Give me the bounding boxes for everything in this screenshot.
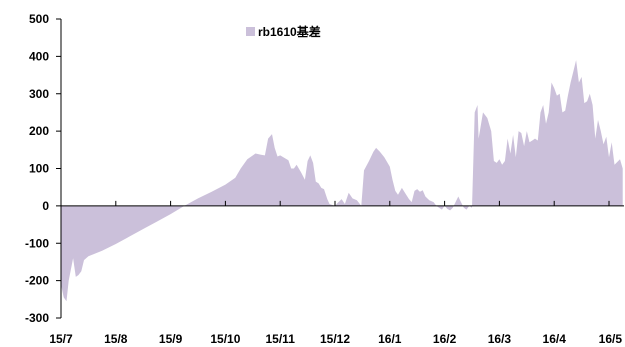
x-tick-label: 16/4: [543, 332, 567, 346]
y-tick-label: 0: [42, 199, 49, 213]
legend: rb1610基差: [246, 24, 321, 39]
x-tick-label: 15/12: [320, 332, 350, 346]
y-tick-label: 500: [29, 12, 49, 26]
legend-label: rb1610基差: [258, 24, 321, 39]
x-axis-ticks: 15/7 15/8 15/9 15/10 15/11 15/12 16/1 16/2 16/3 1…: [49, 200, 623, 346]
y-axis-ticks: -300 -200 -100 0 100 200 300 400 500: [25, 12, 61, 325]
x-tick-label: 16/1: [378, 332, 402, 346]
y-tick-label: 100: [29, 162, 49, 176]
y-tick-label: -200: [25, 274, 49, 288]
y-tick-label: 400: [29, 49, 49, 63]
y-tick-label: 300: [29, 87, 49, 101]
x-tick-label: 15/7: [49, 332, 73, 346]
x-tick-label: 15/9: [159, 332, 183, 346]
y-tick-label: 200: [29, 124, 49, 138]
series-area-layer: [61, 60, 623, 302]
legend-swatch: [246, 27, 255, 36]
x-tick-label: 16/2: [433, 332, 457, 346]
x-tick-label: 16/5: [599, 332, 623, 346]
x-tick-label: 16/3: [488, 332, 512, 346]
y-tick-label: -100: [25, 236, 49, 250]
x-tick-label: 15/11: [266, 332, 296, 346]
x-tick-label: 15/8: [104, 332, 128, 346]
x-tick-label: 15/10: [210, 332, 240, 346]
y-tick-label: -300: [25, 311, 49, 325]
series-area-rb1610: [61, 60, 623, 302]
